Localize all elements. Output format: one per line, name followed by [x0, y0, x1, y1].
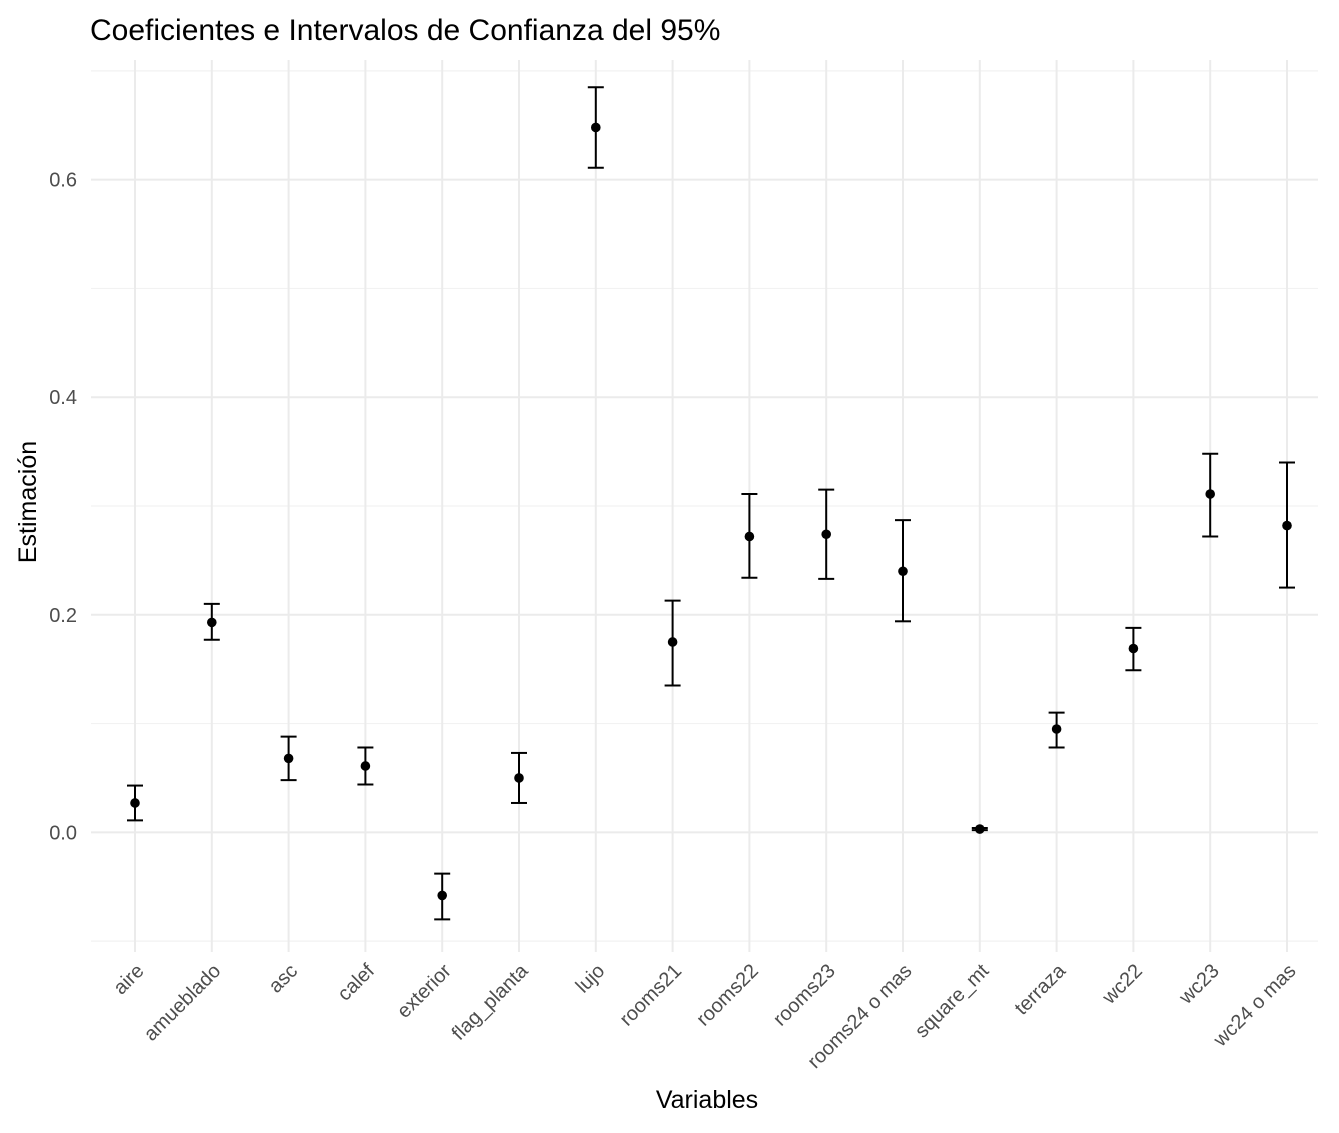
- chart-title: Coeficientes e Intervalos de Confianza d…: [90, 14, 720, 47]
- x-tick-label: terraza: [1011, 959, 1071, 1019]
- estimate-point: [1128, 643, 1139, 654]
- x-axis-title: Variables: [656, 1086, 758, 1114]
- estimate-point: [360, 761, 371, 771]
- estimate-point: [283, 753, 294, 764]
- errorbar-group: [895, 519, 911, 623]
- x-tick-label: wc23: [1174, 960, 1223, 1009]
- errorbar-group: [434, 872, 451, 921]
- x-tick-label: lujo: [572, 960, 610, 998]
- plot-marks: [127, 86, 1295, 921]
- errorbar-group: [1279, 461, 1295, 589]
- estimate-point: [975, 824, 985, 834]
- estimate-point: [1205, 489, 1215, 499]
- x-tick-label: flag_planta: [448, 959, 533, 1044]
- estimate-point: [1051, 724, 1062, 734]
- x-tick-label: square_mt: [911, 960, 994, 1043]
- errorbar-group: [664, 599, 681, 687]
- x-tick-label: calef: [334, 960, 380, 1006]
- errorbar-group: [741, 493, 758, 579]
- errorbar-group: [203, 602, 220, 641]
- x-tick-label: rooms23: [769, 960, 840, 1031]
- estimate-point: [130, 798, 140, 808]
- estimate-point: [821, 529, 831, 540]
- estimate-point: [207, 617, 217, 628]
- x-tick-label: rooms22: [692, 960, 763, 1031]
- errorbar-group: [1125, 626, 1142, 672]
- errorbar-group: [818, 488, 835, 580]
- errorbar-group: [1202, 452, 1219, 538]
- errorbar-group: [587, 86, 604, 169]
- estimate-point: [667, 637, 678, 647]
- y-tick-label: 0.2: [49, 605, 77, 627]
- errorbar-group: [127, 784, 143, 822]
- y-tick-label: 0.4: [49, 387, 77, 409]
- x-tick-label: asc: [265, 960, 303, 998]
- x-tick-label: amueblado: [140, 960, 226, 1046]
- x-tick-label: wc22: [1098, 960, 1147, 1009]
- y-axis-title: Estimación: [14, 441, 42, 563]
- estimate-point: [744, 531, 755, 542]
- errorbar-group: [971, 824, 988, 834]
- x-tick-label: rooms21: [616, 960, 687, 1031]
- estimate-point: [898, 566, 908, 577]
- estimate-point: [1282, 520, 1292, 531]
- x-tick-label: exterior: [393, 960, 456, 1023]
- y-tick-label: 0.6: [49, 170, 77, 192]
- grid: [91, 60, 1318, 952]
- errorbar-group: [357, 746, 374, 786]
- y-tick-label: 0.0: [49, 822, 77, 844]
- errorbar-group: [1048, 711, 1065, 749]
- errorbar-group: [280, 735, 297, 782]
- estimate-point: [591, 122, 601, 133]
- estimate-point: [437, 890, 448, 901]
- x-tick-label: wc24 o mas: [1209, 960, 1301, 1052]
- x-tick-label: aire: [109, 960, 148, 999]
- y-axis-ticks: 0.0 0.2 0.4 0.6: [49, 170, 77, 845]
- errorbar-group: [511, 751, 527, 804]
- estimate-point: [514, 773, 524, 783]
